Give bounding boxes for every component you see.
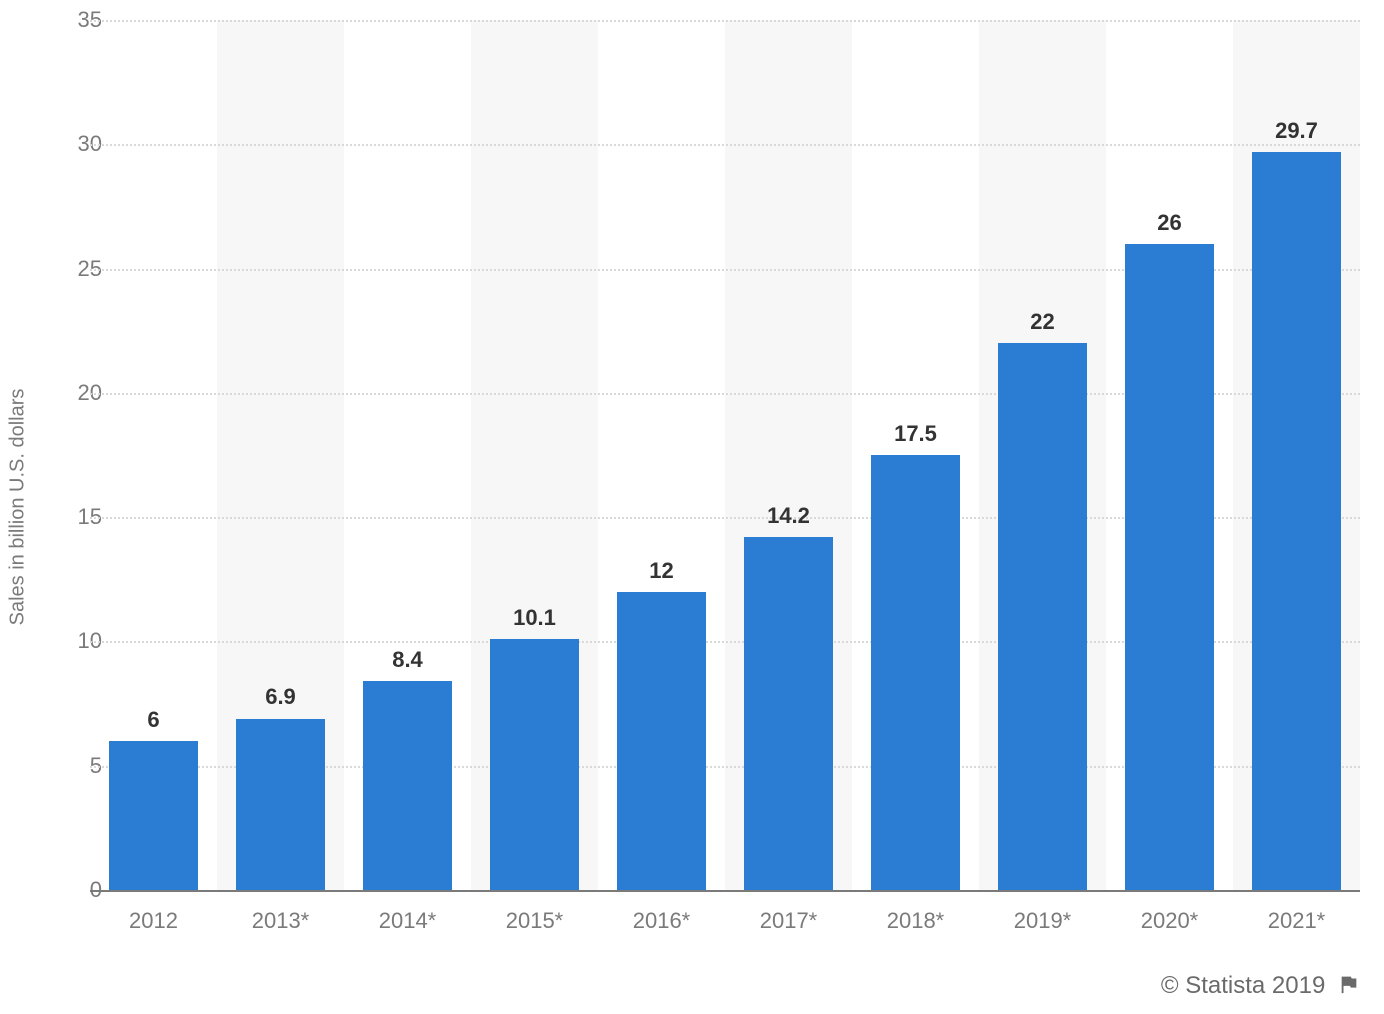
bar[interactable] [998,343,1087,890]
bar-value-label: 17.5 [894,421,937,447]
bar-value-label: 26 [1157,210,1181,236]
bar[interactable] [109,741,198,890]
plot-area: 6 6.9 8.4 10.1 12 14.2 17.5 22 26 29.7 [90,20,1360,890]
x-tick-label: 2012 [129,908,178,934]
bar-value-label: 12 [649,558,673,584]
bar[interactable] [1252,152,1341,890]
x-tick-label: 2013* [252,908,310,934]
x-tick-label: 2014* [379,908,437,934]
bar-value-label: 10.1 [513,605,556,631]
bar[interactable] [490,639,579,890]
attribution-text: © Statista 2019 [1161,972,1325,999]
bar[interactable] [1125,244,1214,890]
attribution: © Statista 2019 [1161,972,1360,1002]
bar-value-label: 6.9 [265,684,296,710]
bar[interactable] [871,455,960,890]
gridline [90,144,1360,146]
x-tick-label: 2021* [1268,908,1326,934]
x-tick-label: 2018* [887,908,945,934]
chart-container: Sales in billion U.S. dollars 0510152025… [0,0,1384,1014]
x-tick-label: 2015* [506,908,564,934]
x-axis-line [90,890,1360,892]
x-tick-label: 2020* [1141,908,1199,934]
bar[interactable] [617,592,706,890]
bar-value-label: 6 [147,707,159,733]
bar[interactable] [744,537,833,890]
bar-value-label: 22 [1030,309,1054,335]
x-tick-label: 2019* [1014,908,1072,934]
x-tick-label: 2016* [633,908,691,934]
bar-value-label: 29.7 [1275,118,1318,144]
bar[interactable] [236,719,325,891]
bar-value-label: 14.2 [767,503,810,529]
bar[interactable] [363,681,452,890]
flag-icon [1338,973,1360,1002]
gridline [90,20,1360,22]
x-tick-label: 2017* [760,908,818,934]
bar-value-label: 8.4 [392,647,423,673]
y-axis-label: Sales in billion U.S. dollars [7,389,30,626]
